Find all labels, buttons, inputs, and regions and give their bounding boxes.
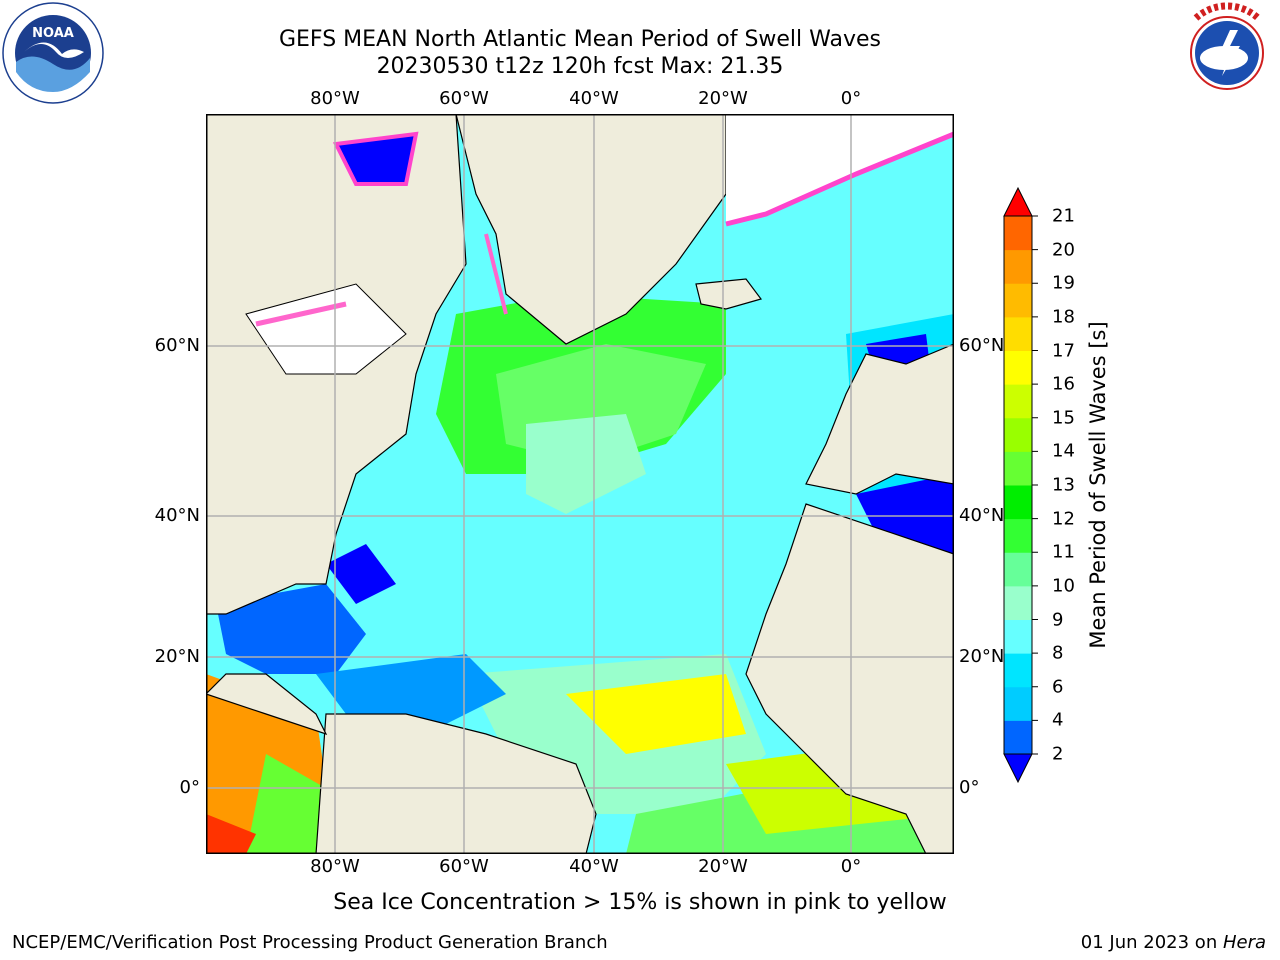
sea-ice-note: Sea Ice Concentration > 15% is shown in …: [333, 890, 947, 915]
lon-label-bottom: 20°W: [698, 856, 748, 877]
lon-label-bottom: 40°W: [569, 856, 619, 877]
colorbar-segment: [1004, 283, 1032, 318]
lat-label-left: 0°: [179, 777, 200, 798]
lon-label-bottom: 0°: [840, 856, 862, 877]
colorbar-segment: [1004, 686, 1032, 721]
lat-label-left: 60°N: [154, 335, 200, 356]
colorbar-max-extension: [1003, 186, 1033, 217]
colorbar-tick-label: 15: [1052, 407, 1075, 429]
colorbar-tick-label: 20: [1052, 239, 1075, 261]
svg-text:NOAA: NOAA: [32, 26, 74, 41]
colorbar-tick-label: 14: [1052, 440, 1075, 462]
colorbar-tick-label: 18: [1052, 306, 1075, 328]
colorbar-tick-label: 6: [1052, 676, 1064, 698]
sea-ice-region: [245, 283, 407, 375]
lat-label-right: 0°: [959, 777, 980, 798]
colorbar-segment: [1004, 451, 1032, 486]
lon-label-bottom: 60°W: [439, 856, 489, 877]
lat-label-left: 20°N: [154, 646, 200, 667]
colorbar-segment: [1004, 350, 1032, 385]
colorbar-segment: [1004, 552, 1032, 587]
lat-label-right: 20°N: [959, 646, 1005, 667]
colorbar-tick-label: 9: [1052, 609, 1064, 630]
footer-machine: Hera: [1222, 932, 1266, 953]
colorbar-tick-label: 11: [1052, 541, 1075, 563]
colorbar-segment: [1004, 619, 1032, 654]
chart-subtitle: 20230530 t12z 120h fcst Max: 21.35: [376, 54, 784, 79]
colorbar-segment: [1004, 653, 1032, 688]
lon-label-top: 0°: [840, 88, 862, 109]
lon-label-top: 40°W: [569, 88, 619, 109]
colorbar-tick-label: 10: [1052, 575, 1075, 597]
colorbar: [1003, 186, 1038, 784]
colorbar-segment: [1004, 485, 1032, 520]
lon-label-bottom: 80°W: [310, 856, 360, 877]
lon-label-top: 60°W: [439, 88, 489, 109]
colorbar-segment: [1004, 384, 1032, 419]
colorbar-tick-label: 8: [1052, 642, 1064, 664]
footer-date: 01 Jun 2023 on Hera: [1081, 932, 1266, 953]
colorbar-segment: [1004, 216, 1032, 251]
colorbar-tick-label: 21: [1052, 205, 1075, 227]
lat-label-right: 60°N: [959, 335, 1005, 356]
colorbar-segment: [1004, 720, 1032, 755]
swell-period-map: [206, 114, 954, 854]
colorbar-tick-label: 4: [1052, 709, 1064, 731]
colorbar-segment: [1004, 249, 1032, 284]
colorbar-tick-label: 13: [1052, 474, 1075, 496]
colorbar-tick-label: 19: [1052, 272, 1075, 294]
colorbar-title: Mean Period of Swell Waves [s]: [1086, 321, 1110, 649]
lat-label-left: 40°N: [154, 505, 200, 526]
nws-logo-icon: [1178, 2, 1276, 102]
colorbar-segment: [1004, 585, 1032, 620]
lat-label-right: 40°N: [959, 505, 1005, 526]
colorbar-tick-label: 2: [1052, 743, 1064, 765]
colorbar-segment: [1004, 316, 1032, 351]
chart-title: GEFS MEAN North Atlantic Mean Period of …: [278, 27, 881, 52]
colorbar-tick-label: 17: [1052, 340, 1075, 361]
footer-credit: NCEP/EMC/Verification Post Processing Pr…: [12, 932, 608, 953]
colorbar-segment: [1004, 518, 1032, 553]
colorbar-segment: [1004, 417, 1032, 452]
footer-date-text: 01 Jun 2023 on: [1080, 932, 1223, 953]
colorbar-tick-label: 12: [1052, 508, 1075, 530]
lon-label-top: 20°W: [698, 88, 748, 109]
noaa-logo-icon: NOAA: [2, 2, 104, 104]
colorbar-min-extension: [1003, 753, 1033, 784]
colorbar-tick-label: 16: [1052, 373, 1075, 395]
lon-label-top: 80°W: [310, 88, 360, 109]
